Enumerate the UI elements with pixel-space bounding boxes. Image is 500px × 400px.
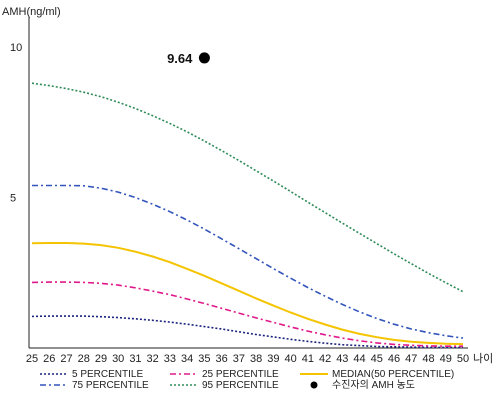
x-tick-label: 50 (457, 353, 469, 365)
chart-legend: 5 PERCENTILE 25 PERCENTILE MEDIAN(50 PERCE… (40, 369, 454, 391)
y-tick-labels: 5 10 (10, 42, 22, 204)
x-tick-label: 42 (319, 353, 331, 365)
x-tick-labels: 25 26 27 28 29 30 31 32 33 34 35 36 37 38 39 40 41 42 43 44… (26, 353, 469, 365)
y-tick-label: 5 (10, 193, 16, 205)
legend-label: 75 PERCENTILE (72, 380, 149, 391)
x-axis-title: 나이 (473, 352, 493, 365)
x-tick-label: 26 (43, 353, 55, 365)
x-tick-label: 41 (302, 353, 314, 365)
x-tick-label: 35 (198, 353, 210, 365)
x-tick-label: 30 (112, 353, 124, 365)
x-tick-label: 25 (26, 353, 38, 365)
legend-swatch (310, 381, 318, 389)
x-tick-label: 38 (250, 353, 262, 365)
x-tick-label: 48 (422, 353, 434, 365)
x-tick-label: 28 (78, 353, 90, 365)
x-tick-label: 36 (216, 353, 228, 365)
x-tick-label: 39 (267, 353, 279, 365)
highlight-point-label: 9.64 (167, 51, 193, 66)
x-tick-label: 47 (405, 353, 417, 365)
series-line-1 (31, 281, 463, 348)
x-tick-label: 29 (95, 353, 107, 365)
legend-label: 수진자의 AMH 농도 (332, 379, 415, 391)
series-line-2 (31, 242, 464, 346)
series-line-0 (31, 315, 463, 349)
y-tick-label: 10 (10, 42, 22, 54)
series-line-3 (32, 184, 464, 339)
x-tick-label: 44 (353, 353, 365, 365)
x-tick-label: 45 (371, 353, 383, 365)
x-tick-label: 32 (147, 353, 159, 365)
x-tick-label: 49 (440, 353, 452, 365)
x-tick-label: 43 (336, 353, 348, 365)
legend-label: 25 PERCENTILE (202, 369, 279, 380)
x-tick-label: 40 (284, 353, 296, 365)
x-tick-label: 46 (388, 353, 400, 365)
x-tick-label: 27 (60, 353, 72, 365)
x-tick-label: 31 (129, 353, 141, 365)
x-tick-label: 37 (233, 353, 245, 365)
x-tick-label: 34 (181, 353, 193, 365)
legend-label: 5 PERCENTILE (72, 369, 143, 380)
legend-label: 95 PERCENTILE (202, 380, 279, 391)
legend-label: MEDIAN(50 PERCENTILE) (332, 369, 454, 380)
series-line-4 (31, 82, 464, 293)
y-axis-title: AMH(ng/ml) (2, 6, 61, 18)
chart-axes (28, 17, 468, 349)
x-tick-label: 33 (164, 353, 176, 365)
highlight-point (198, 52, 210, 64)
series-lines (31, 82, 464, 349)
highlight-points: 9.64 (167, 51, 210, 66)
